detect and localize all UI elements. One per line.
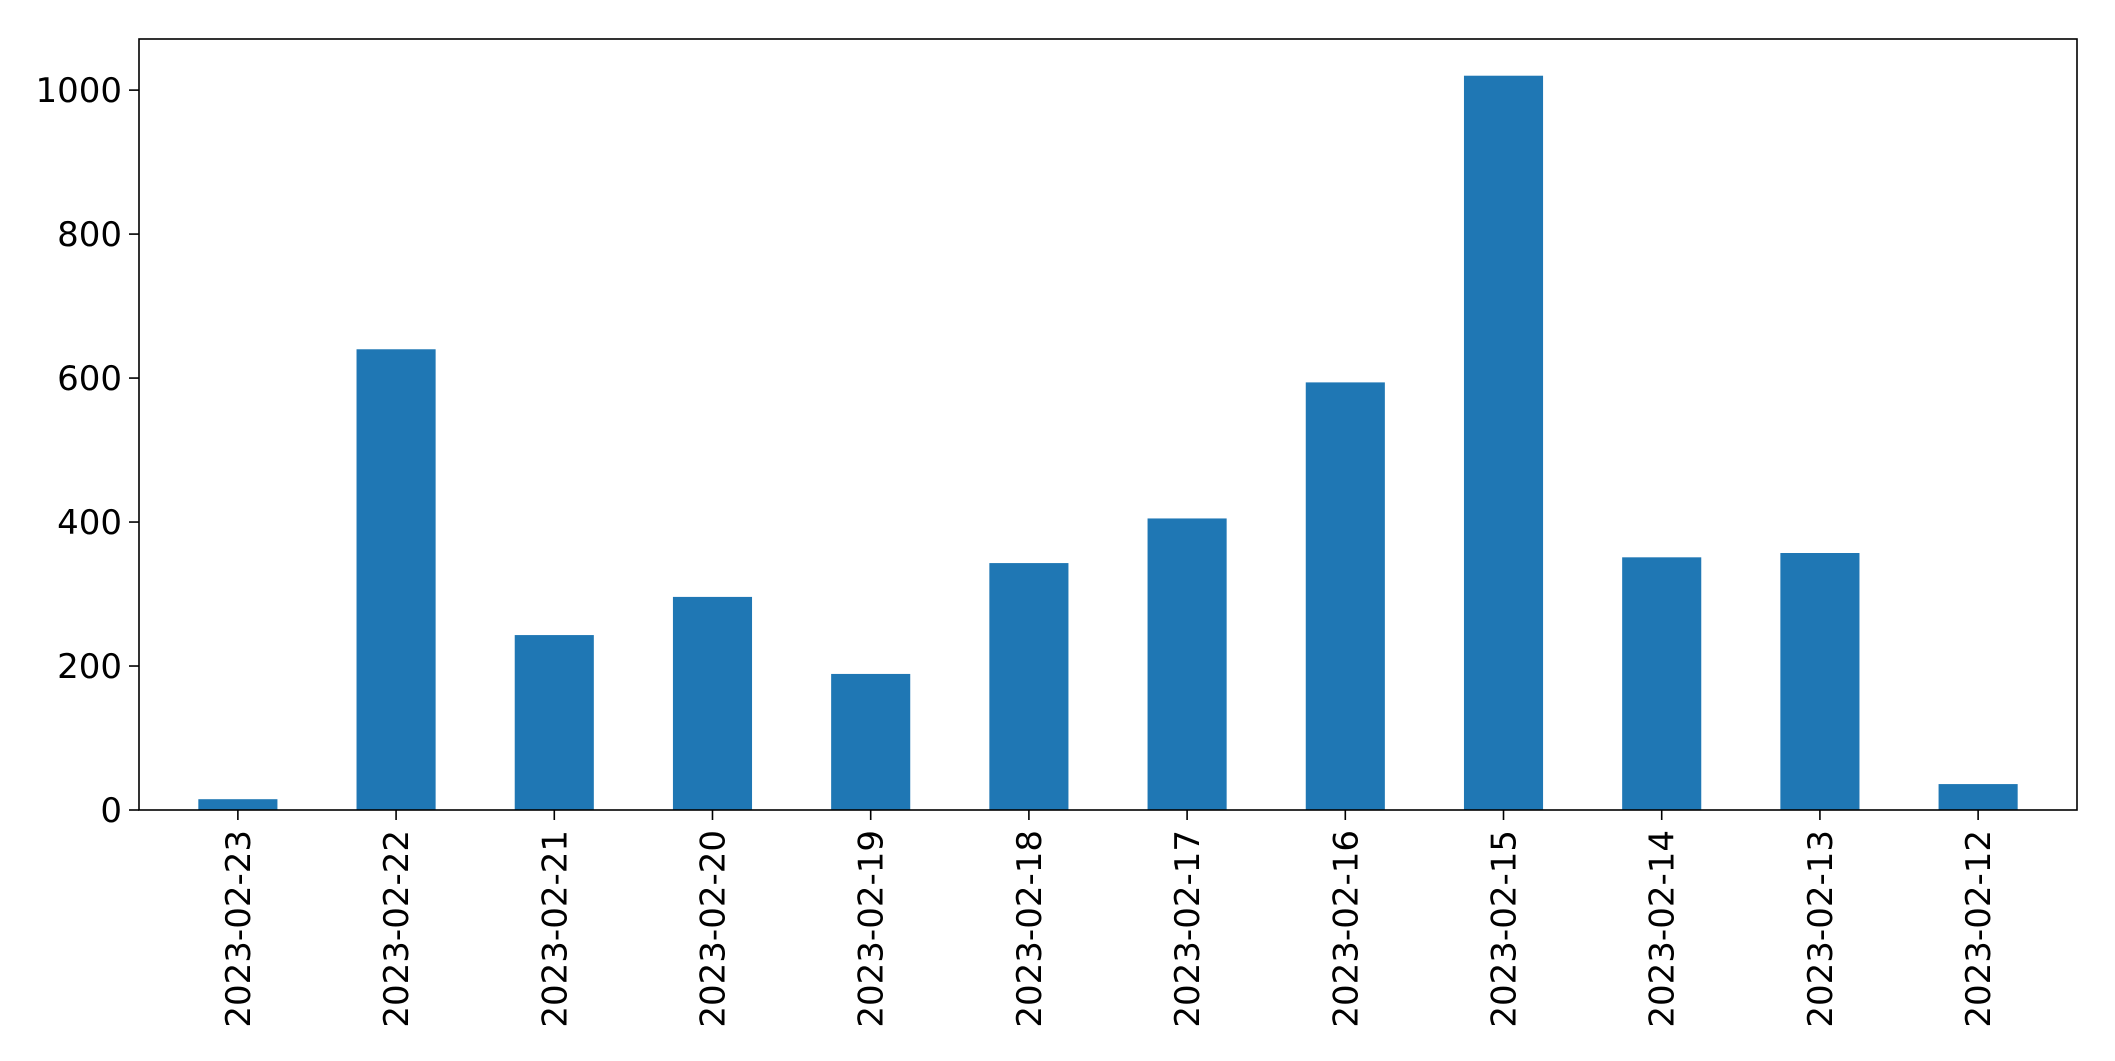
x-axis: 2023-02-23 2023-02-22 2023-02-21 2023-02-20… (219, 810, 1999, 1028)
x-tick-label: 2023-02-22 (377, 830, 417, 1028)
bar-2023-02-15 (1463, 75, 1544, 810)
bar-2023-02-17 (1147, 518, 1227, 810)
bar-2023-02-14 (1622, 557, 1702, 810)
bar-2023-02-23 (198, 799, 278, 810)
x-tick-label: 2023-02-16 (1326, 830, 1366, 1028)
x-tick-label: 2023-02-14 (1643, 830, 1683, 1028)
bar-2023-02-12 (1938, 784, 2018, 810)
bar-2023-02-18 (989, 563, 1069, 810)
x-tick-label: 2023-02-20 (693, 830, 733, 1028)
bar-2023-02-13 (1780, 553, 1860, 810)
bars-layer (198, 75, 2018, 810)
x-tick-label: 2023-02-23 (219, 830, 259, 1028)
x-tick-label: 2023-02-12 (1959, 830, 1999, 1028)
y-tick-label: 200 (57, 647, 122, 687)
y-tick-label: 800 (57, 215, 122, 255)
bar-2023-02-21 (514, 635, 594, 810)
y-tick-label: 600 (57, 359, 122, 399)
bar-2023-02-22 (356, 349, 436, 810)
x-tick-label: 2023-02-13 (1801, 830, 1841, 1028)
y-tick-label: 400 (57, 503, 122, 543)
x-tick-label: 2023-02-19 (852, 830, 892, 1028)
y-tick-label: 1000 (35, 71, 122, 111)
x-tick-label: 2023-02-21 (535, 830, 575, 1028)
y-axis: 0 200 400 600 800 1000 (35, 71, 139, 831)
x-tick-label: 2023-02-15 (1485, 830, 1525, 1028)
plot-frame (138, 38, 2078, 811)
y-tick-label: 0 (100, 791, 122, 831)
bar-2023-02-20 (672, 596, 753, 810)
x-tick-label: 2023-02-17 (1168, 830, 1208, 1028)
bar-2023-02-16 (1305, 382, 1385, 810)
x-tick-label: 2023-02-18 (1010, 830, 1050, 1028)
bar-2023-02-19 (831, 673, 911, 810)
